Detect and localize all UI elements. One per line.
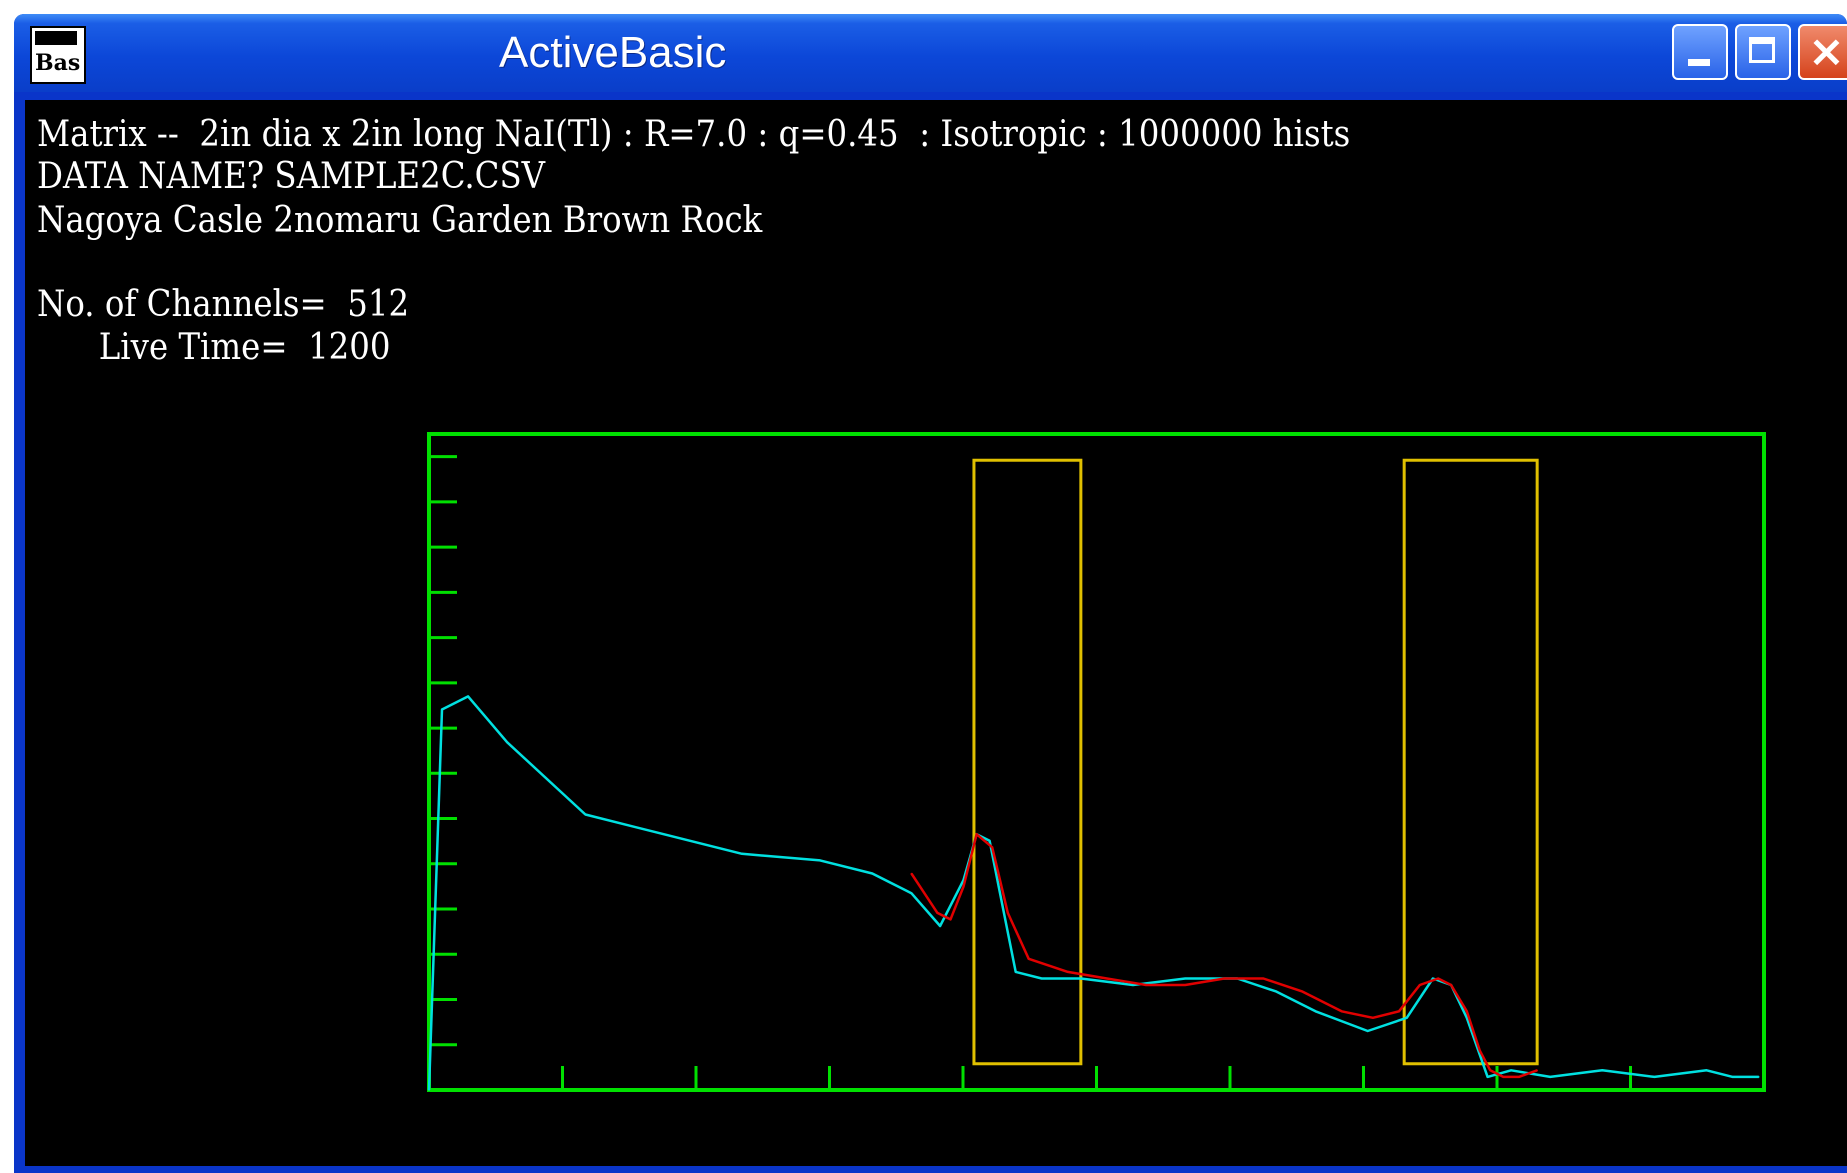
maximize-button[interactable] xyxy=(1735,24,1791,80)
spectrum-point xyxy=(1314,1010,1317,1013)
fit-point xyxy=(910,872,913,875)
fit-point xyxy=(936,912,939,914)
fit-point xyxy=(991,846,994,849)
window-title: ActiveBasic xyxy=(499,28,727,77)
console-area[interactable]: Matrix -- 2in dia x 2in long NaI(Tl) : R… xyxy=(25,100,1847,1166)
title-bar[interactable]: Bas ActiveBasic × xyxy=(14,14,1847,92)
fit-point xyxy=(1489,1069,1492,1072)
minimize-button[interactable] xyxy=(1672,24,1728,80)
fit-point xyxy=(1067,971,1069,973)
spectrum-point xyxy=(1731,1076,1734,1078)
spectrum-point xyxy=(662,833,665,835)
spectrum-point xyxy=(1757,1076,1760,1078)
fit-point xyxy=(1340,1010,1343,1013)
roi-box-1 xyxy=(972,458,1083,1066)
fit-point xyxy=(1262,977,1265,980)
application-window: Bas ActiveBasic × Matrix -- 2in dia x 2i… xyxy=(14,14,1847,1173)
app-icon-bar xyxy=(35,31,77,45)
fit-point xyxy=(1518,1076,1520,1078)
spectrum-point xyxy=(1184,977,1186,980)
spectrum-point xyxy=(1040,977,1043,980)
spectrum-point xyxy=(1132,984,1134,986)
app-icon-label: Bas xyxy=(35,50,81,76)
spectrum-point xyxy=(988,839,991,842)
spectrum-plot xyxy=(427,432,1766,1092)
fit-point xyxy=(1372,1017,1374,1019)
fit-line xyxy=(910,832,1538,1079)
fit-point xyxy=(975,833,978,835)
fit-point xyxy=(1502,1076,1505,1078)
fit-point xyxy=(1301,990,1304,993)
minimize-icon xyxy=(1688,59,1710,66)
fit-point xyxy=(1398,1010,1400,1013)
spectrum-point xyxy=(1275,990,1278,993)
console-line-matrix: Matrix -- 2in dia x 2in long NaI(Tl) : R… xyxy=(37,114,1351,155)
fit-point xyxy=(1223,977,1226,980)
spectrum-point xyxy=(467,695,469,698)
close-icon: × xyxy=(1808,26,1845,77)
spectrum-point xyxy=(506,741,509,744)
spectrum-point xyxy=(1601,1069,1604,1072)
console-line-channels: No. of Channels= 512 xyxy=(37,284,410,325)
fit-point xyxy=(1478,1049,1481,1052)
app-icon[interactable]: Bas xyxy=(30,26,86,84)
fit-point xyxy=(1027,958,1030,960)
spectrum-point xyxy=(428,1089,430,1091)
spectrum-point xyxy=(1432,977,1434,980)
fit-point xyxy=(949,918,952,921)
fit-point xyxy=(1184,984,1186,986)
spectrum-point xyxy=(1549,1076,1551,1078)
spectrum-point xyxy=(1405,1017,1408,1019)
spectrum-line xyxy=(427,695,1759,1091)
console-line-live-time: Live Time= 1200 xyxy=(37,327,391,368)
fit-point xyxy=(1536,1069,1538,1072)
fit-point xyxy=(1419,984,1421,986)
spectrum-point xyxy=(1465,1017,1468,1019)
spectrum-point xyxy=(1486,1076,1489,1078)
maximize-icon xyxy=(1749,37,1775,63)
spectrum-point xyxy=(1366,1030,1369,1032)
spectrum-point xyxy=(1510,1069,1512,1072)
spectrum-point xyxy=(819,859,821,862)
spectrum-point xyxy=(741,853,743,855)
spectrum-point xyxy=(910,892,913,894)
console-line-sample: Nagoya Casle 2nomaru Garden Brown Rock xyxy=(37,200,763,241)
spectrum-point xyxy=(441,708,443,711)
spectrum-point xyxy=(584,813,587,816)
spectrum-point xyxy=(1014,971,1017,973)
spectrum-point xyxy=(1653,1076,1656,1078)
fit-point xyxy=(1450,984,1452,986)
spectrum-point xyxy=(939,925,941,927)
spectrum-point xyxy=(1080,977,1082,980)
close-button[interactable]: × xyxy=(1798,24,1847,80)
fit-point xyxy=(962,885,965,888)
spectrum-point xyxy=(1705,1069,1708,1072)
fit-point xyxy=(1465,1010,1468,1013)
console-line-data-name: DATA NAME? SAMPLE2C.CSV xyxy=(37,156,546,197)
roi-box-2 xyxy=(1402,458,1539,1066)
plot-frame xyxy=(427,432,1766,1092)
fit-point xyxy=(1145,984,1147,986)
fit-point xyxy=(1106,977,1108,980)
fit-point xyxy=(1007,912,1009,914)
fit-point xyxy=(1437,977,1439,980)
spectrum-point xyxy=(871,872,874,875)
spectrum-point xyxy=(1001,905,1004,908)
